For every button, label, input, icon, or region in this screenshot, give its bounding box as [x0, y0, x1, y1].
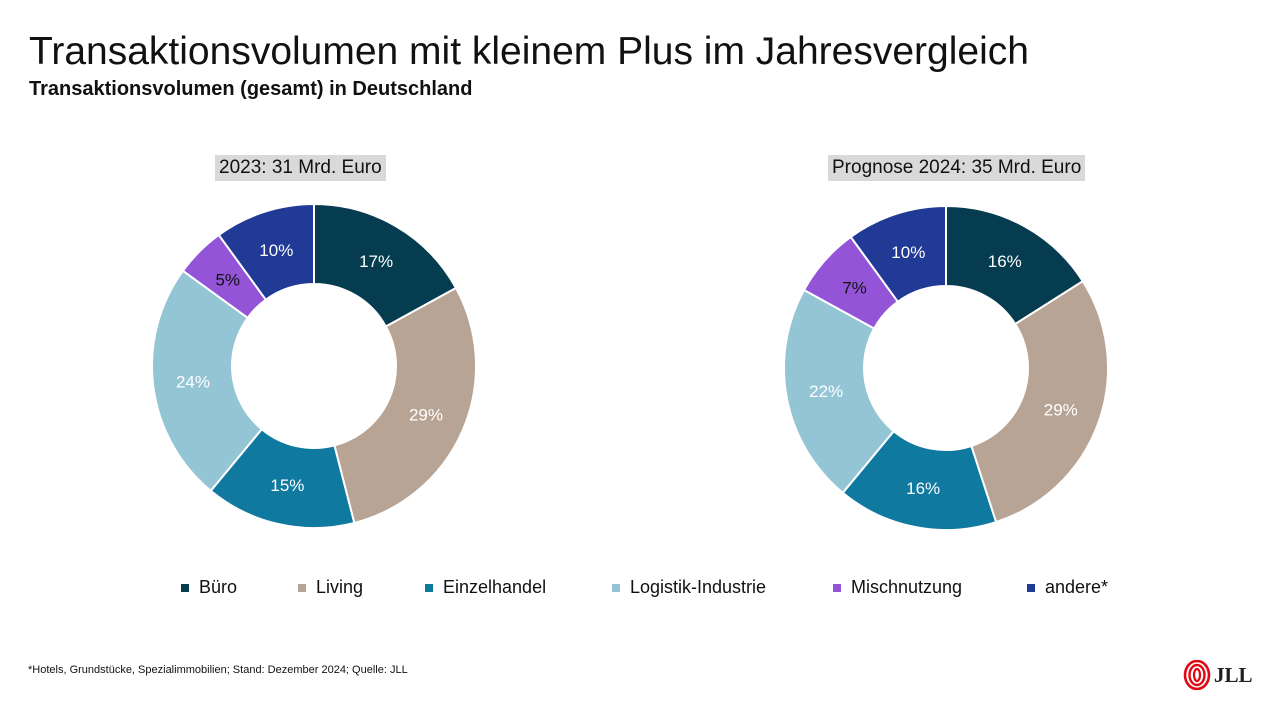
- donut-slice-logistik-industrie: [783, 288, 896, 495]
- page-title: Transaktionsvolumen mit kleinem Plus im …: [29, 30, 1029, 73]
- legend-item-andere: andere*: [1027, 577, 1108, 598]
- donut-slice-andere: [849, 204, 947, 304]
- legend-item-mischnutzung: Mischnutzung: [833, 577, 962, 598]
- donut-slice-einzelhandel: [841, 429, 998, 531]
- page-subtitle: Transaktionsvolumen (gesamt) in Deutschl…: [29, 78, 473, 100]
- legend-label-andere: andere*: [1045, 577, 1109, 597]
- donut-slice-logistik-industrie: [151, 269, 264, 493]
- legend-item-living: Living: [298, 577, 363, 598]
- data-label-einzelhandel: 15%: [270, 476, 304, 495]
- legend-label-buero: Büro: [199, 577, 238, 597]
- chart-title-2024: Prognose 2024: 35 Mrd. Euro: [828, 155, 1086, 181]
- footnote: *Hotels, Grundstücke, Spezialimmobilien;…: [28, 664, 408, 676]
- legend-item-buero: Büro: [181, 577, 237, 598]
- donut-slice-andere: [217, 202, 315, 302]
- data-label-buero: 17%: [359, 252, 393, 271]
- legend-swatch-mischnutzung: [833, 583, 841, 592]
- data-label-logistik-industrie: 22%: [809, 382, 843, 401]
- data-label-andere: 10%: [259, 241, 293, 260]
- legend-swatch-andere: [1027, 583, 1035, 592]
- jll-logo: JLL: [1183, 660, 1253, 690]
- legend-swatch-einzelhandel: [425, 583, 433, 592]
- data-label-living: 29%: [1044, 400, 1078, 419]
- legend-swatch-logistik: [612, 583, 620, 592]
- legend-label-living: Living: [316, 577, 364, 597]
- donut-chart-2024: 16% 29% 16% 22% 7% 10%: [783, 204, 1109, 531]
- donut-slice-buero: [313, 202, 458, 328]
- donut-slice-buero: [945, 204, 1085, 326]
- jll-logo-text: JLL: [1214, 662, 1253, 687]
- legend-label-mischnutzung: Mischnutzung: [851, 577, 963, 597]
- legend-swatch-buero: [181, 583, 189, 592]
- legend-label-logistik: Logistik-Industrie: [630, 577, 767, 597]
- data-label-buero: 16%: [988, 252, 1022, 271]
- legend: Büro Living Einzelhandel Logistik-Indust…: [0, 577, 1280, 601]
- legend-item-logistik: Logistik-Industrie: [612, 577, 766, 598]
- data-label-einzelhandel: 16%: [906, 479, 940, 498]
- data-label-mischnutzung: 5%: [215, 271, 240, 290]
- legend-label-einzelhandel: Einzelhandel: [443, 577, 547, 597]
- donut-slice-living: [333, 286, 477, 525]
- legend-swatch-living: [298, 583, 306, 592]
- legend-item-einzelhandel: Einzelhandel: [425, 577, 546, 598]
- data-label-mischnutzung: 7%: [842, 278, 867, 297]
- data-label-logistik-industrie: 24%: [176, 372, 210, 391]
- donut-chart-2023: 17% 29% 15% 24% 5% 10%: [151, 202, 477, 529]
- jll-logo-icon: [1183, 660, 1211, 690]
- data-label-living: 29%: [409, 405, 443, 424]
- chart-title-2023: 2023: 31 Mrd. Euro: [215, 155, 386, 181]
- data-label-andere: 10%: [891, 243, 925, 262]
- donut-slice-living: [970, 279, 1109, 524]
